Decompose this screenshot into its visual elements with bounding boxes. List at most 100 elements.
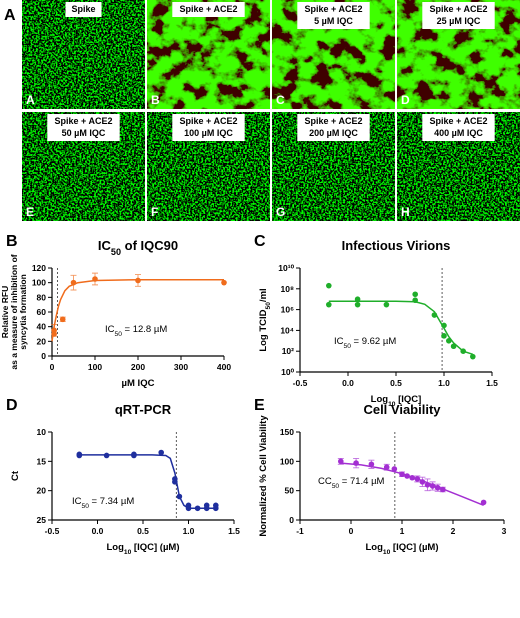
data-point xyxy=(424,482,431,488)
caption-box xyxy=(422,114,495,141)
data-point xyxy=(409,474,416,481)
annotation: CC50 = 71.4 µM xyxy=(318,476,385,490)
data-point xyxy=(326,282,332,289)
caption: 100 µM IQC xyxy=(184,128,233,138)
x-tick-label: 1.5 xyxy=(228,526,240,536)
y-axis-label: Relative RFU xyxy=(0,286,10,338)
x-tick-label: 200 xyxy=(131,362,145,372)
data-point xyxy=(412,297,419,304)
x-axis-label-part: Log xyxy=(365,542,383,553)
data-point xyxy=(203,502,210,509)
data-point xyxy=(450,343,457,350)
y-axis-label-part: Log TCID xyxy=(258,309,269,351)
x-axis-label: Log10 [IQC] (µM) xyxy=(106,542,179,556)
data-point xyxy=(440,486,446,493)
image-letter: A xyxy=(26,93,35,107)
caption: Spike + ACE2 xyxy=(430,4,488,14)
data-point xyxy=(354,301,361,308)
caption: Spike xyxy=(71,4,95,14)
data-point xyxy=(353,460,359,466)
data-point xyxy=(158,449,164,456)
y-tick-label: 10 xyxy=(37,427,47,437)
x-tick-label: -0.5 xyxy=(45,526,60,536)
x-tick-label: 1.0 xyxy=(183,526,195,536)
chart-title: IC50 of IQC90 xyxy=(98,238,178,257)
panel-label: A xyxy=(4,7,16,24)
data-point xyxy=(441,322,447,329)
caption: 50 µM IQC xyxy=(62,128,106,138)
x-axis-label: µM IQC xyxy=(122,378,155,389)
chart-title-sub: 50 xyxy=(111,247,121,257)
data-point xyxy=(194,505,201,512)
caption-box xyxy=(47,114,120,141)
data-point xyxy=(383,464,390,471)
data-point xyxy=(51,331,57,337)
caption: 200 µM IQC xyxy=(309,128,358,138)
y-tick-label: 10⁸ xyxy=(281,284,294,294)
y-tick-label: 10² xyxy=(282,346,294,356)
annotation-part: IC xyxy=(105,324,115,335)
caption: Spike + ACE2 xyxy=(305,116,363,126)
data-point xyxy=(176,493,183,500)
y-axis-label: Log TCID50/ml xyxy=(258,288,272,351)
data-point xyxy=(92,276,98,282)
data-point xyxy=(419,479,426,485)
x-tick-label: -1 xyxy=(296,526,304,536)
y-tick-label: 100 xyxy=(32,278,46,288)
y-tick-label: 50 xyxy=(285,486,295,496)
x-tick-label: 2 xyxy=(451,526,456,536)
y-axis-label: syncytia formation xyxy=(18,274,28,350)
annotation-part: = 71.4 µM xyxy=(339,476,384,487)
x-tick-label: -0.5 xyxy=(293,378,308,388)
annotation-part: IC xyxy=(334,336,344,347)
x-tick-label: 0 xyxy=(50,362,55,372)
annotation: IC50 = 9.62 µM xyxy=(334,336,396,350)
x-axis-label-part: [IQC] xyxy=(395,394,421,405)
data-point xyxy=(441,333,447,339)
chart-title-part: IC xyxy=(98,238,112,253)
data-point xyxy=(354,296,361,303)
caption-box xyxy=(172,114,245,141)
annotation-sub: 50 xyxy=(82,503,90,510)
annotation: IC50 = 7.34 µM xyxy=(72,496,134,510)
data-point xyxy=(431,312,438,318)
data-point xyxy=(470,353,476,360)
fit-curve xyxy=(51,278,224,342)
x-tick-label: 0.5 xyxy=(137,526,149,536)
caption: Spike + ACE2 xyxy=(55,116,113,126)
data-point xyxy=(59,316,66,323)
x-tick-label: 1.0 xyxy=(438,378,450,388)
x-tick-label: 3 xyxy=(502,526,507,536)
x-axis-label-part: Log xyxy=(106,542,124,553)
x-axis-label-part: Log xyxy=(371,394,389,405)
data-point xyxy=(213,502,219,509)
data-point xyxy=(399,471,405,478)
y-tick-label: 60 xyxy=(37,307,47,317)
caption: Spike + ACE2 xyxy=(305,4,363,14)
x-axis-label-part: [IQC] (µM) xyxy=(131,542,179,553)
y-axis-label-part: /ml xyxy=(258,288,269,302)
x-tick-label: 0.0 xyxy=(342,378,354,388)
y-tick-label: 20 xyxy=(37,486,47,496)
data-point xyxy=(368,461,375,468)
y-tick-label: 40 xyxy=(37,322,47,332)
micrograph-texture xyxy=(147,0,270,109)
chart-title-part: of IQC90 xyxy=(121,238,178,253)
image-letter: B xyxy=(151,93,160,107)
chart-title: Cell Viability xyxy=(363,402,441,417)
x-axis-label-sub: 10 xyxy=(383,549,391,556)
caption: 5 µM IQC xyxy=(314,16,353,26)
data-point xyxy=(412,291,419,298)
caption-box xyxy=(172,2,245,17)
y-tick-label: 10⁰ xyxy=(281,367,294,377)
y-tick-label: 15 xyxy=(37,456,47,466)
image-letter: C xyxy=(276,93,285,107)
caption-box xyxy=(297,114,370,141)
data-point xyxy=(70,279,77,286)
annotation: IC50 = 12.8 µM xyxy=(105,324,167,338)
caption-box xyxy=(422,2,495,29)
y-tick-label: 80 xyxy=(37,292,47,302)
x-tick-label: 0.0 xyxy=(92,526,104,536)
y-tick-label: 0 xyxy=(41,351,46,361)
